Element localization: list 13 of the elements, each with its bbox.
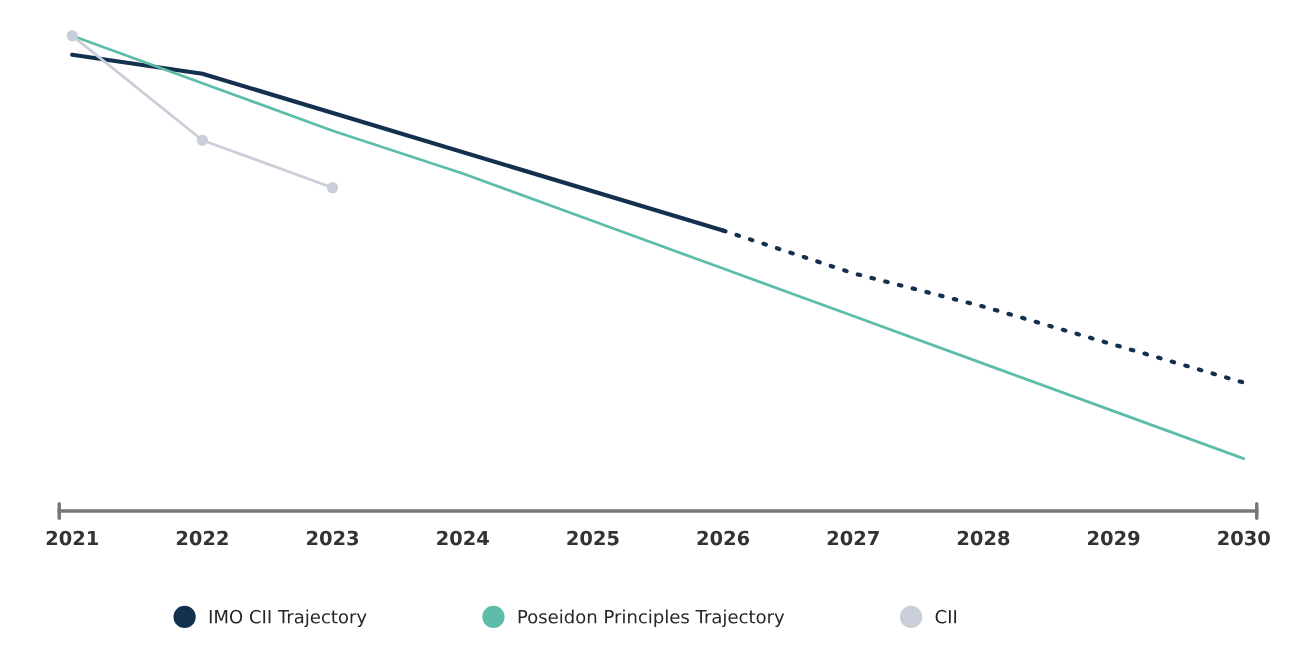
x-tick-label: 2024 (437, 530, 489, 546)
x-tick-label: 2026 (697, 530, 750, 546)
legend-label: IMO CII Trajectory (209, 609, 367, 628)
x-tick-label: 2027 (827, 530, 879, 546)
x-tick-label: 2028 (957, 530, 1010, 546)
x-tick-label: 2025 (567, 530, 619, 546)
x-tick-label: 2023 (307, 530, 359, 546)
x-tick-label: 2030 (1218, 530, 1270, 546)
x-tick-label: 2029 (1088, 530, 1140, 546)
x-tick-label: 2022 (176, 530, 228, 546)
legend-label: Poseidon Principles Trajectory (518, 609, 785, 628)
x-tick-label: 2021 (46, 530, 98, 546)
legend-label: CII (935, 609, 957, 624)
